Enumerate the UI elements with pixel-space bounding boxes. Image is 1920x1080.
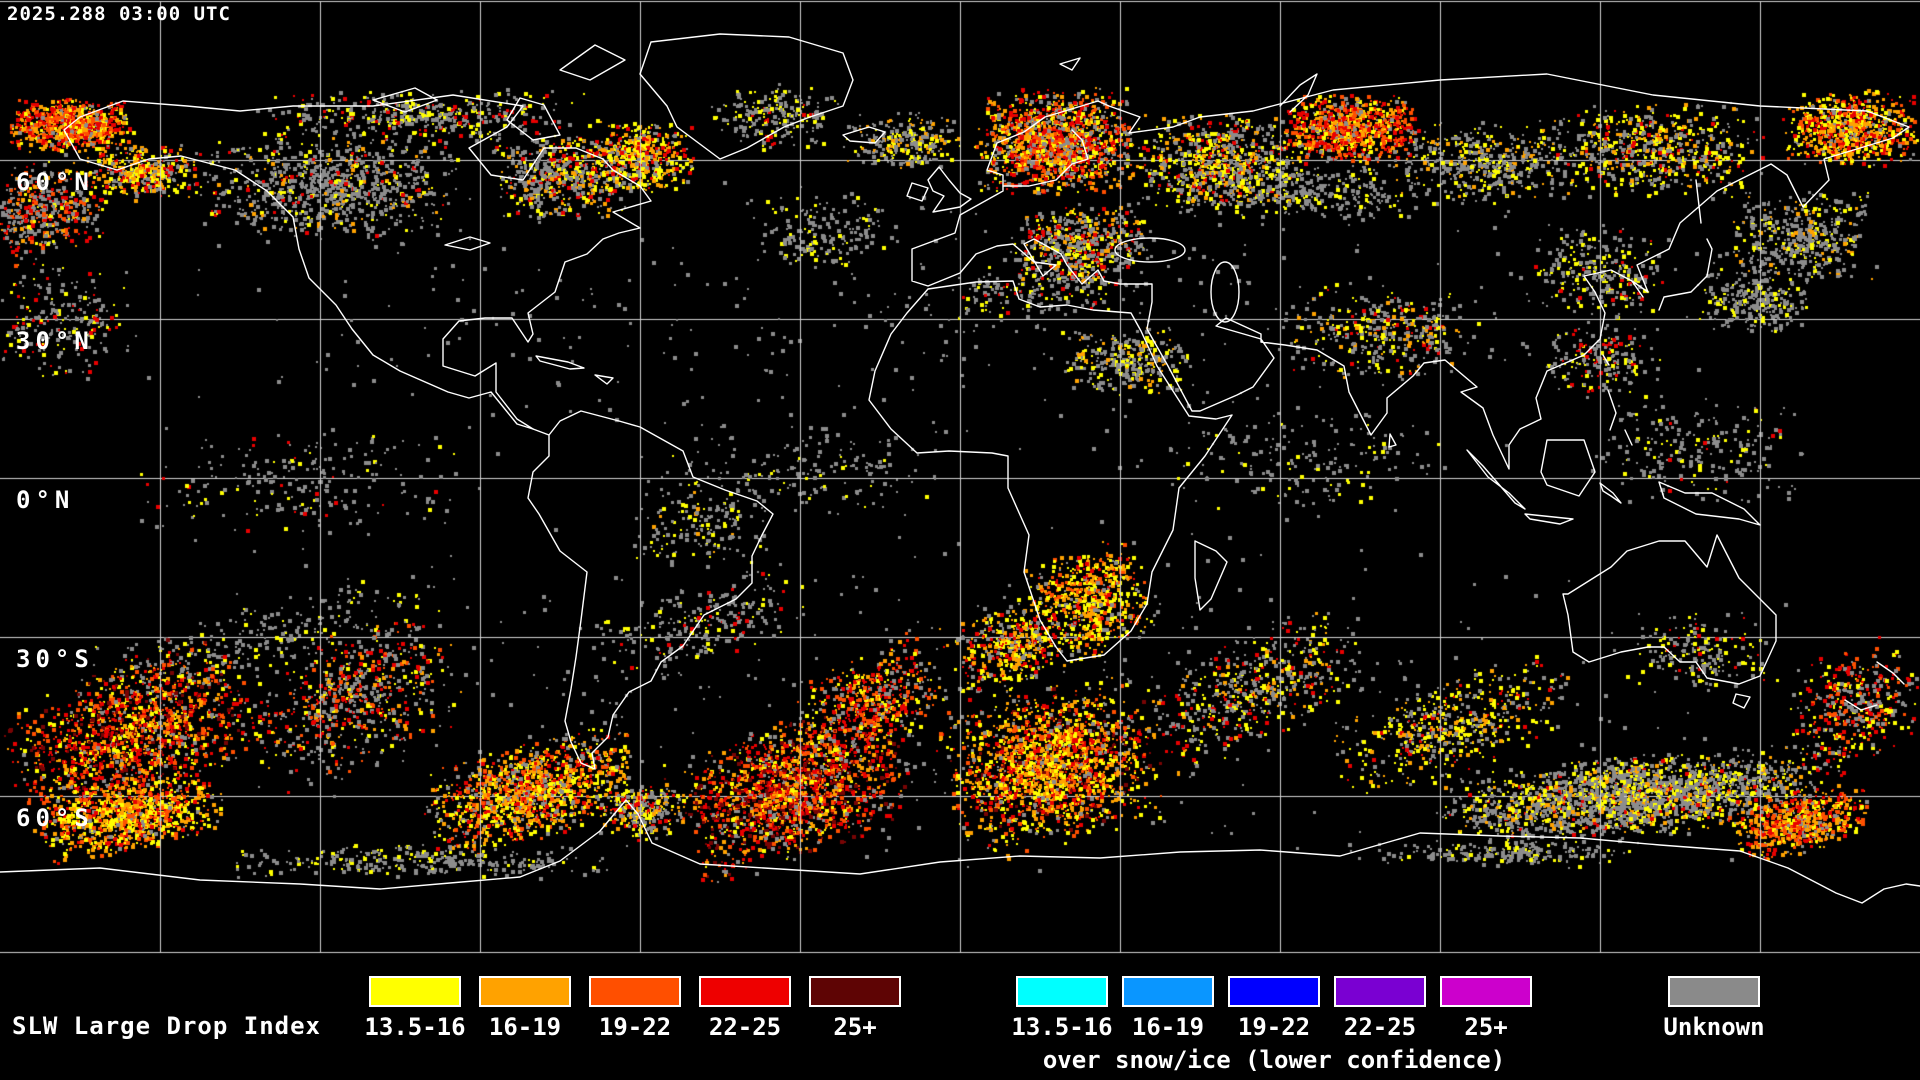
latitude-label: 60°N [16, 168, 94, 196]
legend-swatch [1668, 976, 1760, 1007]
legend-group-unknown: Unknown [1663, 976, 1765, 1041]
latitude-label: 60°S [16, 804, 94, 832]
legend-swatch [1334, 976, 1426, 1007]
legend-item: 16-19 [1122, 976, 1214, 1041]
legend-item: Unknown [1663, 976, 1765, 1041]
latitude-label: 30°S [16, 645, 94, 673]
legend-swatch-label: Unknown [1663, 1013, 1765, 1041]
legend-item: 25+ [809, 976, 901, 1041]
legend-swatch-label: 16-19 [1131, 1013, 1205, 1041]
timestamp-label: 2025.288 03:00 UTC [7, 3, 231, 25]
legend-swatch [1122, 976, 1214, 1007]
legend-group-snow-ice: 13.5-16 16-19 19-22 22-25 25+ [1011, 976, 1532, 1041]
legend-item: 19-22 [1228, 976, 1320, 1041]
legend-item: 22-25 [1334, 976, 1426, 1041]
legend-swatch-label: 13.5-16 [364, 1013, 466, 1041]
legend-swatch [809, 976, 901, 1007]
legend-swatch [1016, 976, 1108, 1007]
legend-swatch-label: 19-22 [1237, 1013, 1311, 1041]
latitude-label: 30°N [16, 327, 94, 355]
legend-item: 19-22 [589, 976, 681, 1041]
legend-swatch [1440, 976, 1532, 1007]
legend-bar: SLW Large Drop Index 13.5-16 16-19 19-22 22… [0, 956, 1920, 1080]
legend-snow-ice-caption: over snow/ice (lower confidence) [1042, 1046, 1506, 1074]
latitude-label: 0°N [16, 486, 75, 514]
legend-item: 16-19 [479, 976, 571, 1041]
legend-item: 22-25 [699, 976, 791, 1041]
legend-item: 25+ [1440, 976, 1532, 1041]
legend-swatch-label: 25+ [1464, 1013, 1508, 1041]
legend-swatch [589, 976, 681, 1007]
legend-swatch-label: 22-25 [708, 1013, 782, 1041]
legend-item: 13.5-16 [1011, 976, 1113, 1041]
legend-swatch-label: 16-19 [488, 1013, 562, 1041]
legend-item: 13.5-16 [364, 976, 466, 1041]
legend-swatch [369, 976, 461, 1007]
legend-swatch-label: 13.5-16 [1011, 1013, 1113, 1041]
legend-swatch-label: 22-25 [1343, 1013, 1417, 1041]
legend-swatch-label: 25+ [833, 1013, 877, 1041]
legend-swatch [1228, 976, 1320, 1007]
legend-title: SLW Large Drop Index [12, 1012, 321, 1040]
legend-swatch [479, 976, 571, 1007]
legend-swatch-label: 19-22 [598, 1013, 672, 1041]
legend-group-standard: 13.5-16 16-19 19-22 22-25 25+ [364, 976, 901, 1041]
legend-swatch [699, 976, 791, 1007]
